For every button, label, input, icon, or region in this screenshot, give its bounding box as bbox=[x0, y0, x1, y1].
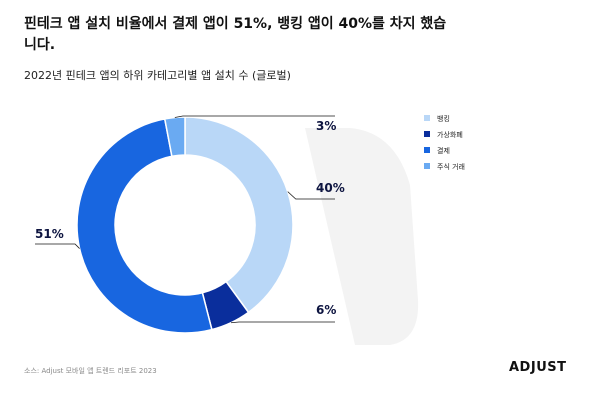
legend-swatch-2 bbox=[424, 131, 430, 137]
legend-swatch-1 bbox=[424, 115, 430, 121]
slice-value-label-4: 3% bbox=[316, 119, 336, 133]
slice-labels: 40% 6% 51% 3% bbox=[35, 119, 345, 317]
slice-value-label-1: 40% bbox=[316, 181, 345, 195]
chart-title: 핀테크 앱 설치 비율에서 결제 앱이 51%, 뱅킹 앱이 40%를 차지 했… bbox=[24, 16, 447, 53]
chart-subtitle: 2022년 핀테크 앱의 하위 카테고리별 앱 설치 수 (글로벌) bbox=[24, 69, 291, 82]
leader-line-2 bbox=[230, 321, 335, 324]
source-note: 소스: Adjust 모바일 앱 트렌드 리포트 2023 bbox=[24, 367, 157, 375]
adjust-watermark-shape bbox=[305, 128, 419, 345]
legend-swatch-3 bbox=[424, 147, 430, 153]
legend-label-3: 결제 bbox=[437, 146, 450, 155]
legend-swatch-4 bbox=[424, 163, 430, 169]
legend-label-2: 가상화폐 bbox=[437, 130, 463, 139]
legend-label-1: 뱅킹 bbox=[437, 114, 450, 123]
slice-value-label-2: 6% bbox=[316, 303, 336, 317]
slice-value-label-3: 51% bbox=[35, 227, 64, 241]
leader-line-3 bbox=[35, 243, 80, 249]
donut-slice-4 bbox=[163, 116, 186, 158]
adjust-logo: ADJUST bbox=[509, 360, 567, 375]
leader-line-1 bbox=[287, 191, 335, 200]
donut-slice-1 bbox=[184, 116, 294, 314]
leader-line-4 bbox=[174, 115, 335, 118]
donut-slices bbox=[76, 116, 294, 334]
legend-label-4: 주식 거래 bbox=[437, 162, 465, 171]
leader-lines bbox=[35, 115, 335, 324]
donut-slice-3 bbox=[76, 118, 213, 334]
